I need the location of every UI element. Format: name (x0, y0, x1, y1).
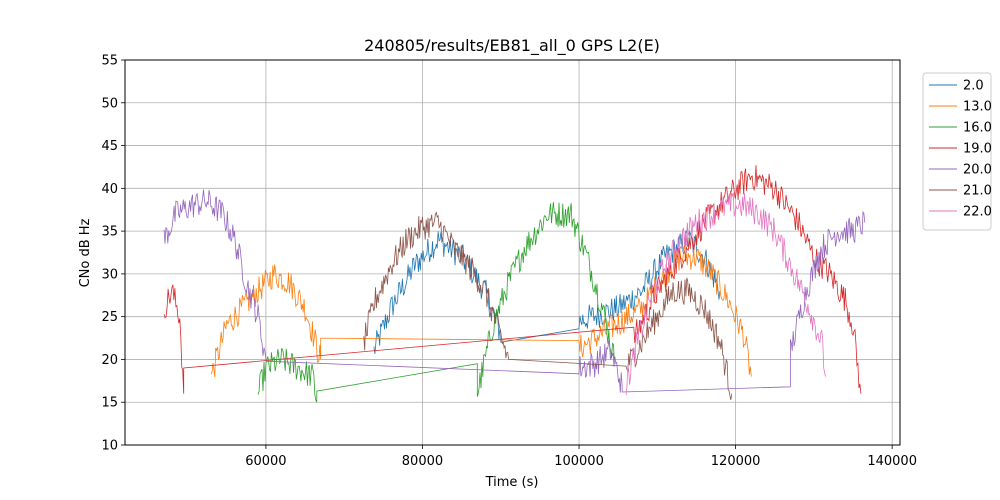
legend-label: 13.0 (963, 100, 992, 115)
legend: 2.0 13.0 16.0 19.0 20.0 21.0 22.0 (922, 72, 992, 231)
legend-label: 19.0 (963, 142, 992, 157)
legend-label: 20.0 (963, 163, 992, 178)
legend-label: 2.0 (963, 79, 984, 94)
chart-title: 240805/results/EB81_all_0 GPS L2(E) (364, 36, 660, 56)
x-tick-label: 100000 (554, 454, 604, 469)
series-line-21-0 (363, 211, 733, 400)
legend-label: 16.0 (963, 121, 992, 136)
series-line-22-0 (625, 192, 826, 396)
y-tick-label: 50 (101, 96, 118, 111)
series-line-16-0 (257, 201, 615, 403)
series-line-19-0 (163, 165, 862, 394)
x-tick-label: 60000 (245, 454, 286, 469)
axes-frame (124, 59, 901, 446)
y-tick-label: 20 (101, 353, 118, 368)
y-tick-label: 35 (101, 225, 118, 240)
y-tick-label: 25 (101, 310, 118, 325)
series-line-13-0 (210, 245, 752, 378)
series-layer (163, 165, 866, 403)
ticks: 10 15 20 25 30 35 40 45 50 55 60000 80000 100000 1200… (101, 54, 917, 470)
y-tick-label: 45 (101, 139, 118, 154)
x-tick-label: 80000 (402, 454, 443, 469)
x-tick-label: 140000 (867, 454, 917, 469)
y-tick-label: 30 (101, 267, 118, 282)
legend-box (922, 72, 992, 231)
y-tick-label: 10 (101, 439, 118, 454)
y-tick-label: 55 (101, 54, 118, 69)
legend-label: 21.0 (963, 184, 992, 199)
y-axis-label: CNo dB Hz (78, 218, 93, 287)
x-axis-label: Time (s) (485, 475, 539, 490)
y-tick-label: 40 (101, 182, 118, 197)
y-tick-label: 15 (101, 396, 118, 411)
grid (125, 59, 900, 446)
x-tick-label: 120000 (711, 454, 761, 469)
legend-label: 22.0 (963, 205, 992, 220)
